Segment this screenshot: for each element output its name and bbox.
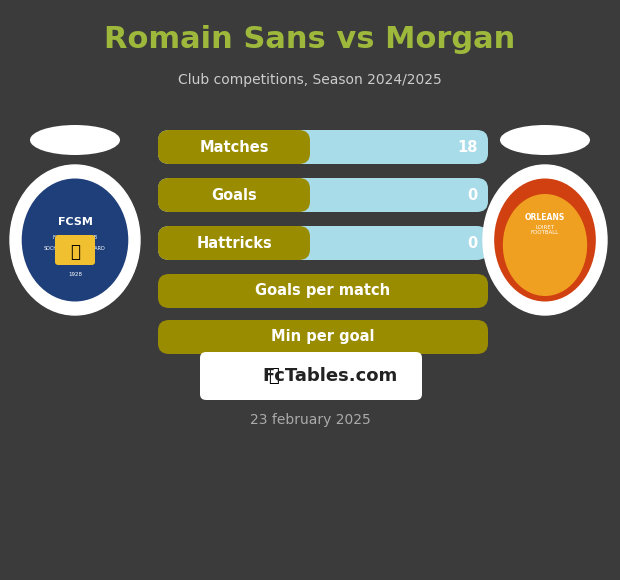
Text: Hattricks: Hattricks	[196, 235, 272, 251]
FancyBboxPatch shape	[55, 235, 95, 265]
Text: 18: 18	[458, 140, 478, 154]
Text: 0: 0	[467, 187, 478, 202]
Ellipse shape	[30, 125, 120, 155]
Text: Goals: Goals	[211, 187, 257, 202]
Text: 23 february 2025: 23 february 2025	[250, 413, 370, 427]
FancyBboxPatch shape	[200, 352, 422, 400]
FancyBboxPatch shape	[158, 130, 310, 164]
Text: FcTables.com: FcTables.com	[262, 367, 397, 385]
Text: LOIRET
FOOTBALL: LOIRET FOOTBALL	[531, 224, 559, 235]
Text: 🦁: 🦁	[70, 243, 80, 261]
Ellipse shape	[22, 179, 128, 302]
Text: 0: 0	[467, 235, 478, 251]
Text: 1928: 1928	[68, 273, 82, 277]
Text: Min per goal: Min per goal	[272, 329, 374, 345]
Ellipse shape	[494, 179, 596, 302]
Text: Club competitions, Season 2024/2025: Club competitions, Season 2024/2025	[178, 73, 442, 87]
FancyBboxPatch shape	[158, 226, 488, 260]
Text: ORLEANS: ORLEANS	[525, 213, 565, 223]
Ellipse shape	[503, 194, 587, 296]
FancyBboxPatch shape	[158, 274, 488, 308]
Text: FCSM: FCSM	[58, 217, 92, 227]
Text: SOCHAUX-MONTBÉLIARD: SOCHAUX-MONTBÉLIARD	[44, 245, 106, 251]
Ellipse shape	[483, 165, 607, 315]
FancyBboxPatch shape	[158, 130, 488, 164]
Text: Matches: Matches	[199, 140, 268, 154]
Ellipse shape	[500, 125, 590, 155]
FancyBboxPatch shape	[158, 178, 310, 212]
Ellipse shape	[10, 165, 140, 315]
Text: FOOTBALL CLUB: FOOTBALL CLUB	[53, 235, 97, 241]
Text: Goals per match: Goals per match	[255, 284, 391, 299]
Text: 📊: 📊	[268, 367, 279, 385]
FancyBboxPatch shape	[158, 178, 488, 212]
Text: Romain Sans vs Morgan: Romain Sans vs Morgan	[104, 26, 516, 55]
FancyBboxPatch shape	[158, 320, 488, 354]
FancyBboxPatch shape	[158, 226, 310, 260]
